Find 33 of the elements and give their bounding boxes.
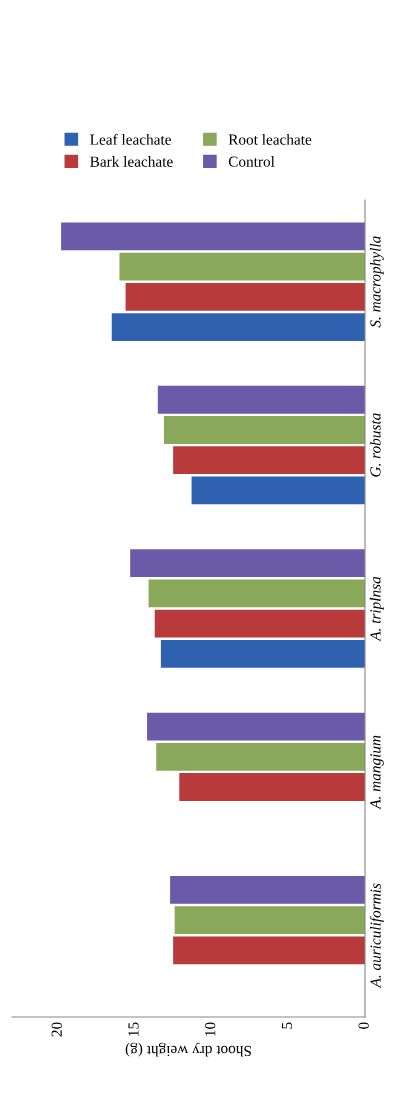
bar xyxy=(174,906,365,935)
x-tick-label: 15 xyxy=(128,1022,139,1036)
x-tick-label: 20 xyxy=(51,1022,62,1037)
bar xyxy=(191,476,365,505)
bar xyxy=(157,385,365,414)
y-tick-label: A. triplnsa xyxy=(369,576,384,642)
x-tick-label: 0 xyxy=(358,1022,369,1029)
legend-label: Control xyxy=(228,156,275,167)
bar xyxy=(111,313,365,341)
bar xyxy=(125,282,365,311)
legend-label: Leaf leachate xyxy=(90,133,171,145)
bar xyxy=(130,549,365,578)
bar xyxy=(173,936,365,965)
bar xyxy=(154,609,365,638)
x-axis-title: Shoot dry weight (g) xyxy=(125,1042,251,1057)
legend-label: Bark leachate xyxy=(90,156,173,167)
y-tick-label: A. auriculiformis xyxy=(369,883,384,989)
bar xyxy=(61,222,365,251)
bar xyxy=(119,252,365,281)
legend-label: Root leachate xyxy=(228,134,312,145)
bar xyxy=(173,446,365,475)
bar xyxy=(160,639,365,668)
bar xyxy=(170,876,365,904)
bar xyxy=(163,416,365,444)
x-tick-label: 10 xyxy=(205,1022,216,1036)
bar xyxy=(147,712,365,741)
bar xyxy=(148,579,365,608)
x-tick-label: 5 xyxy=(281,1022,293,1029)
y-tick-label: S. macrophylla xyxy=(369,236,384,328)
y-tick-label: A. mangium xyxy=(370,735,384,810)
y-tick-label: G. robusta xyxy=(369,413,381,477)
bar xyxy=(179,773,365,801)
bar xyxy=(156,742,365,771)
